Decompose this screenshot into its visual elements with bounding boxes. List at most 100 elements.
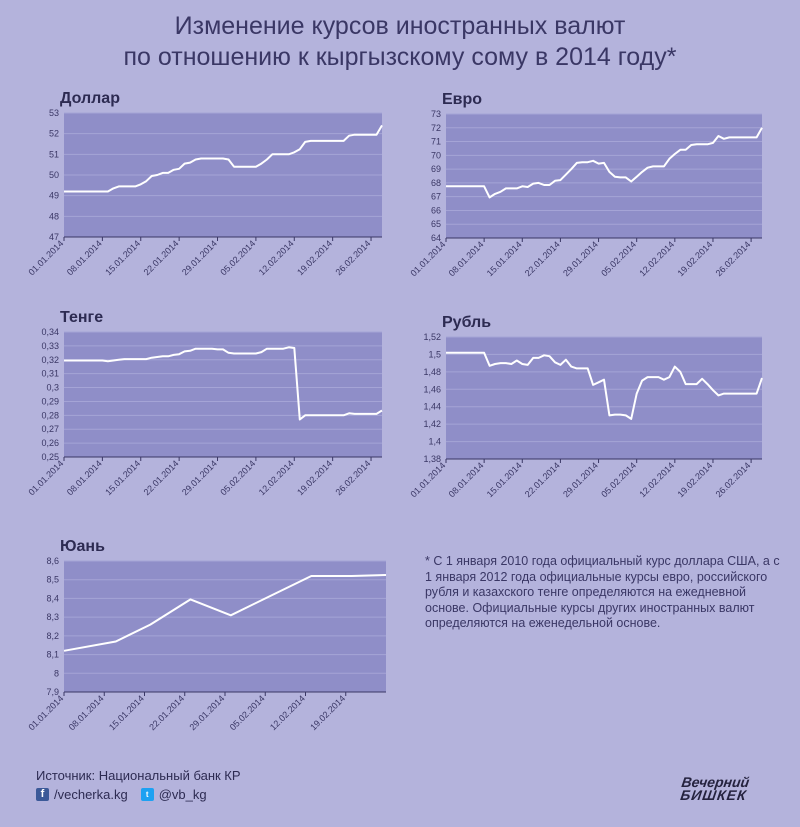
x-tick-label: 08.01.2014: [65, 238, 104, 277]
x-tick-label: 26.02.2014: [714, 239, 753, 278]
social-links: f /vecherka.kg t @vb_kg: [36, 787, 207, 802]
x-tick-label: 19.02.2014: [295, 238, 334, 277]
y-tick-label: 0,34: [41, 327, 59, 337]
x-tick-label: 22.01.2014: [142, 238, 181, 277]
x-tick-label: 22.01.2014: [523, 239, 562, 278]
chart-euro: Евро 64 65 66 67 68 69 70 71 72 73 01.01.2014 08.01.…: [408, 91, 763, 278]
facebook-icon: f: [36, 788, 49, 801]
logo: Вечерний БИШКЕК: [655, 774, 774, 803]
chart-title: Евро: [442, 91, 482, 108]
x-tick-label: 15.01.2014: [103, 458, 142, 497]
chart-title: Юань: [60, 538, 105, 555]
y-tick-label: 8,1: [46, 650, 59, 660]
y-tick-label: 53: [49, 108, 59, 118]
x-tick-label: 01.01.2014: [408, 239, 447, 278]
twitter-link[interactable]: @vb_kg: [158, 787, 207, 802]
y-tick-label: 8,4: [46, 593, 59, 603]
x-tick-label: 26.02.2014: [714, 460, 753, 499]
page-title-line-2: по отношению к кыргызскому сому в 2014 г…: [123, 43, 677, 71]
x-tick-label: 29.01.2014: [180, 238, 219, 277]
y-tick-label: 69: [431, 164, 441, 174]
x-tick-label: 01.01.2014: [26, 458, 65, 497]
x-tick-label: 26.02.2014: [334, 238, 373, 277]
series-line: [446, 127, 763, 199]
x-tick-label: 15.01.2014: [485, 239, 524, 278]
x-tick-label: 12.02.2014: [268, 693, 307, 732]
x-tick-label: 05.02.2014: [599, 239, 638, 278]
chart-ruble: Рубль 1,38 1,4 1,42 1,44 1,46 1,48 1,5 1,52 01.01…: [408, 314, 763, 499]
y-tick-label: 48: [49, 211, 59, 221]
y-tick-label: 65: [431, 219, 441, 229]
x-tick-label: 05.02.2014: [599, 460, 638, 499]
facebook-link[interactable]: /vecherka.kg: [54, 787, 128, 802]
x-tick-label: 12.02.2014: [257, 458, 296, 497]
x-tick-label: 29.01.2014: [180, 458, 219, 497]
x-tick-label: 15.01.2014: [485, 460, 524, 499]
y-tick-label: 70: [431, 150, 441, 160]
y-tick-label: 71: [431, 137, 441, 147]
logo-line-2: БИШКЕК: [679, 787, 748, 803]
y-tick-label: 72: [431, 123, 441, 133]
y-tick-label: 0,31: [41, 369, 59, 379]
y-tick-label: 68: [431, 178, 441, 188]
x-tick-label: 22.01.2014: [523, 460, 562, 499]
x-tick-label: 19.02.2014: [295, 458, 334, 497]
x-tick-label: 22.01.2014: [147, 693, 186, 732]
series-line: [446, 351, 763, 420]
x-tick-label: 15.01.2014: [103, 238, 142, 277]
x-tick-label: 01.01.2014: [26, 238, 65, 277]
x-tick-label: 08.01.2014: [65, 458, 104, 497]
x-tick-label: 01.01.2014: [408, 460, 447, 499]
x-tick-label: 26.02.2014: [334, 458, 373, 497]
page-title-line-1: Изменение курсов иностранных валют: [174, 12, 626, 40]
y-tick-label: 1,38: [423, 454, 441, 464]
y-tick-label: 1,44: [423, 402, 441, 412]
y-tick-label: 1,48: [423, 367, 441, 377]
y-tick-label: 1,5: [428, 349, 441, 359]
y-tick-label: 47: [49, 232, 59, 242]
x-tick-label: 12.02.2014: [257, 238, 296, 277]
y-tick-label: 0,26: [41, 438, 59, 448]
y-tick-label: 1,42: [423, 419, 441, 429]
x-tick-label: 19.02.2014: [675, 460, 714, 499]
source-text: Источник: Национальный банк КР: [36, 768, 241, 783]
y-tick-label: 0,32: [41, 355, 59, 365]
y-tick-label: 67: [431, 192, 441, 202]
chart-dollar: Доллар 47 48 49 50 51 52 53 01.01.2014 08.01.2014…: [26, 90, 383, 277]
y-tick-label: 8,5: [46, 575, 59, 585]
y-tick-label: 52: [49, 129, 59, 139]
twitter-icon: t: [140, 788, 154, 801]
x-tick-label: 19.02.2014: [308, 693, 347, 732]
y-tick-label: 73: [431, 109, 441, 119]
chart-yuan: Юань 7,9 8 8,1 8,2 8,3 8,4 8,5 8,6 01.01.2014 08.0…: [26, 538, 387, 732]
y-tick-label: 0,33: [41, 341, 59, 351]
x-tick-label: 15.01.2014: [107, 693, 146, 732]
y-tick-label: 8: [54, 668, 59, 678]
y-tick-label: 50: [49, 170, 59, 180]
x-tick-label: 05.02.2014: [218, 238, 257, 277]
x-tick-label: 08.01.2014: [447, 239, 486, 278]
y-tick-label: 64: [431, 233, 441, 243]
series-line: [64, 124, 383, 193]
x-tick-label: 22.01.2014: [142, 458, 181, 497]
y-tick-label: 8,6: [46, 556, 59, 566]
x-tick-label: 08.01.2014: [67, 693, 106, 732]
y-tick-label: 8,2: [46, 631, 59, 641]
x-tick-label: 29.01.2014: [561, 239, 600, 278]
y-tick-label: 0,3: [46, 383, 59, 393]
x-tick-label: 05.02.2014: [218, 458, 257, 497]
y-tick-label: 0,29: [41, 396, 59, 406]
plot-area: [446, 337, 762, 459]
y-tick-label: 0,25: [41, 452, 59, 462]
y-tick-label: 8,3: [46, 612, 59, 622]
y-tick-label: 0,27: [41, 424, 59, 434]
x-tick-label: 01.01.2014: [26, 693, 65, 732]
y-tick-label: 1,52: [423, 332, 441, 342]
plot-area: [64, 561, 386, 692]
x-tick-label: 12.02.2014: [637, 239, 676, 278]
x-tick-label: 12.02.2014: [637, 460, 676, 499]
y-tick-label: 7,9: [46, 687, 59, 697]
chart-title: Доллар: [60, 90, 120, 107]
x-tick-label: 05.02.2014: [228, 693, 267, 732]
x-tick-label: 29.01.2014: [187, 693, 226, 732]
